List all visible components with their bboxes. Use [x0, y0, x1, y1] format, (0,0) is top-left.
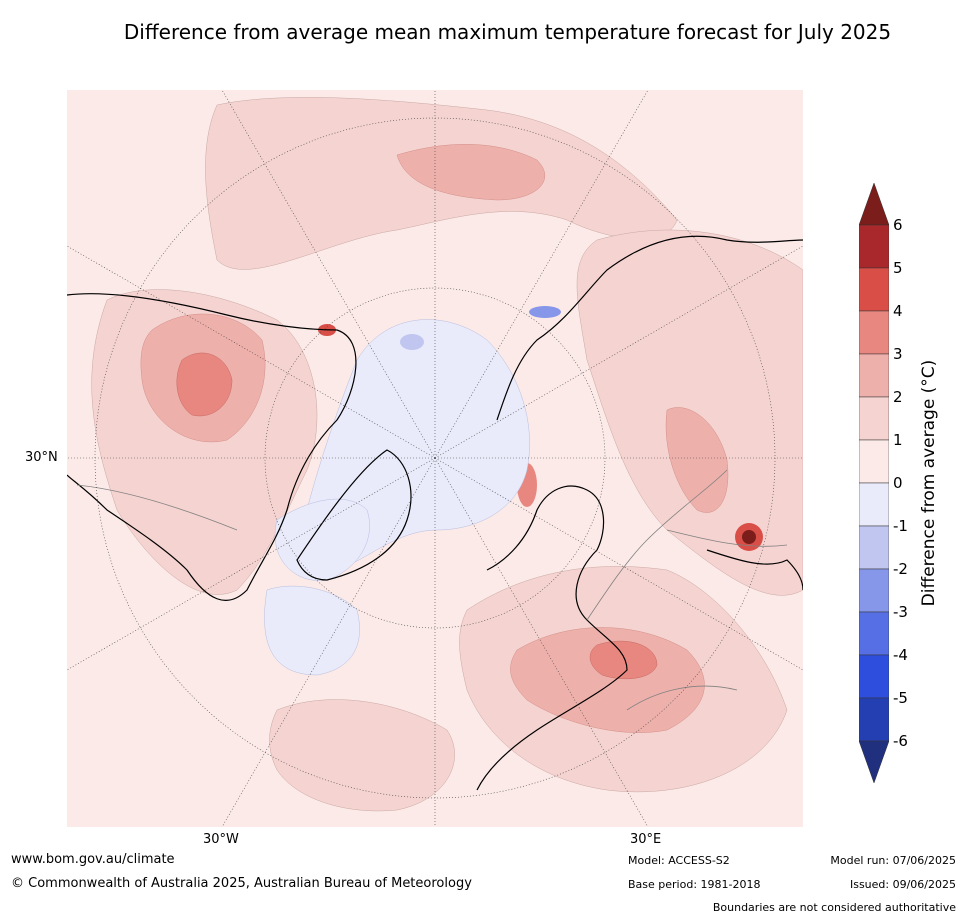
colorbar-segment — [858, 697, 890, 742]
colorbar-tick-label: -6 — [893, 732, 908, 750]
colorbar-tick-label: 5 — [893, 259, 903, 277]
anomaly-na-core — [176, 352, 233, 417]
colorbar-extend-max — [858, 182, 890, 226]
coastline-eurasia-north — [496, 235, 803, 421]
colorbar-extend-min — [858, 740, 890, 784]
colorbar-tick-label: 4 — [893, 302, 903, 320]
colorbar-segment — [858, 482, 890, 527]
coastline-north-america — [67, 293, 357, 601]
graticule-meridian-150w — [221, 90, 436, 459]
hotspot-mongolia-core — [742, 530, 756, 544]
colorbar-tick-label: 3 — [893, 345, 903, 363]
colorbar-tick-label: 2 — [893, 388, 903, 406]
footer-copyright: © Commonwealth of Australia 2025, Austra… — [11, 876, 472, 891]
map-title: Difference from average mean maximum tem… — [123, 20, 892, 44]
colorbar-tick-label: -3 — [893, 603, 908, 621]
coastlines — [67, 235, 803, 791]
colorbar-segment — [858, 439, 890, 484]
colorbar-segment — [858, 654, 890, 699]
boundary-russia-west — [586, 469, 728, 621]
longitude-label-30e: 30°E — [630, 832, 662, 847]
colorbar-title: Difference from average (°C) — [919, 359, 939, 607]
colorbar-segment — [858, 611, 890, 656]
anomaly-black-sea — [589, 640, 658, 680]
anomaly-east-europe — [510, 627, 705, 733]
anomaly-plus3-regions — [176, 352, 658, 680]
anomaly-atlantic-cool — [264, 585, 360, 676]
colorbar-tick-label: 0 — [893, 474, 903, 492]
latitude-label-30n: 30°N — [25, 450, 58, 465]
colorbar-segment — [858, 353, 890, 398]
colorbar-svg — [858, 182, 890, 784]
footer-url: www.bom.gov.au/climate — [11, 852, 175, 867]
graticule-meridian-30w — [221, 457, 436, 827]
footer-base-period: Base period: 1981-2018 — [628, 878, 761, 891]
colorbar-segment — [858, 310, 890, 355]
coastline-greenland — [296, 449, 412, 581]
footer-issued: Issued: 09/06/2025 — [849, 878, 956, 891]
anomaly-minus-regions — [400, 306, 561, 350]
colorbar-segment — [858, 568, 890, 613]
boundary-us-canada — [76, 484, 238, 531]
anomaly-beringia — [396, 144, 545, 201]
map-canvas — [67, 90, 803, 827]
anomaly-cool-regions — [264, 319, 530, 676]
longitude-label-30w: 30°W — [203, 832, 239, 847]
graticule-meridian-150e — [434, 90, 649, 459]
anomaly-plus2-regions — [140, 144, 729, 733]
boundary-russia-china — [666, 529, 788, 547]
footer-model-run: Model run: 07/06/2025 — [830, 854, 956, 867]
country-boundaries — [76, 469, 788, 711]
boundary-central-asia — [626, 685, 738, 711]
colorbar-tick-label: -2 — [893, 560, 908, 578]
anomaly-greenland — [274, 498, 370, 581]
anomaly-central-asia — [665, 407, 729, 513]
coastline-asia-east — [706, 549, 803, 591]
colorbar-segment — [858, 267, 890, 312]
graticule-circle-60 — [264, 287, 606, 629]
polar-map — [67, 90, 803, 827]
colorbar-tick-label: -1 — [893, 517, 908, 535]
cool-spot-arctic — [400, 334, 424, 350]
footer-disclaimer: Boundaries are not considered authoritat… — [712, 901, 956, 914]
colorbar-segment — [858, 224, 890, 269]
colorbar-tick-label: -4 — [893, 646, 908, 664]
footer-model: Model: ACCESS-S2 — [628, 854, 730, 867]
graticule-meridian-30e — [434, 457, 649, 827]
colorbar-tick-label: 1 — [893, 431, 903, 449]
graticule — [67, 90, 803, 827]
colorbar-tick-label: 6 — [893, 216, 903, 234]
colorbar-segment — [858, 525, 890, 570]
coastline-europe — [476, 485, 628, 791]
colorbar-segment — [858, 396, 890, 441]
cool-spot-siberia — [529, 306, 561, 318]
anomaly-atlantic-south — [269, 699, 455, 812]
colorbar-tick-label: -5 — [893, 689, 908, 707]
colorbar — [858, 182, 890, 787]
